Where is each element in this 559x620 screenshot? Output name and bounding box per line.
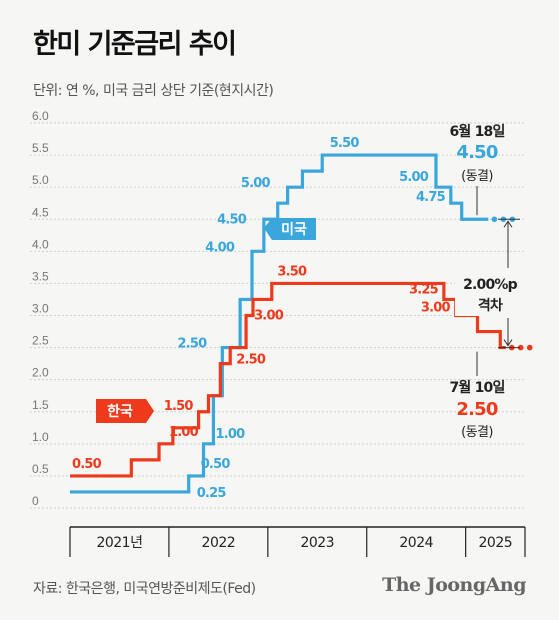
kr-value-label: 3.50 — [277, 264, 307, 279]
series-line-us — [70, 153, 489, 494]
gap-value: 2.00%p — [463, 277, 518, 293]
kr-series-tag: 한국 — [96, 399, 154, 423]
us-value-label: 4.75 — [416, 190, 446, 205]
us-value-callout: 4.50 — [456, 142, 497, 163]
us-value-label: 4.00 — [205, 240, 235, 255]
series-tail-dot — [491, 216, 498, 223]
y-tick-label: 4.0 — [32, 237, 49, 251]
kr-value-callout: 2.50 — [456, 399, 497, 420]
y-tick-label: 0 — [32, 494, 39, 508]
y-tick-label: 6.0 — [32, 109, 49, 123]
y-tick-label: 5.5 — [32, 141, 49, 155]
us-status-label: (동결) — [461, 169, 493, 184]
chart-subtitle: 단위: 연 %, 미국 금리 상단 기준(현지시간) — [33, 83, 274, 99]
kr-value-label: 3.00 — [421, 301, 451, 316]
y-axis-ticks: 0 0.5 1.0 1.5 2.0 2.5 3.0 3.5 4.0 4.5 5.0 5.5 6.0 — [32, 109, 49, 508]
y-tick-label: 0.5 — [32, 462, 49, 476]
brand-logo: The JoongAng — [382, 574, 526, 596]
kr-tag-shape — [96, 399, 154, 423]
y-tick-label: 1.0 — [32, 430, 49, 444]
us-value-label: 2.50 — [178, 337, 208, 352]
kr-date-label: 7월 10일 — [449, 379, 504, 396]
y-tick-label: 4.5 — [32, 205, 49, 219]
us-value-label: 5.00 — [399, 170, 429, 185]
kr-value-label: 2.50 — [236, 353, 266, 368]
kr-value-label: 1.50 — [164, 399, 194, 414]
x-tick-label: 2024 — [399, 535, 433, 551]
kr-value-label: 3.00 — [254, 309, 284, 324]
us-date-label: 6월 18일 — [449, 123, 504, 140]
us-tag-label: 미국 — [281, 222, 307, 238]
us-series-tag: 미국 — [264, 218, 316, 240]
series-tail-dot — [526, 344, 533, 351]
page-title: 한미 기준금리 추이 — [33, 29, 237, 60]
kr-tag-label: 한국 — [107, 404, 133, 420]
data-labels: 0.25 0.50 1.00 2.50 4.00 4.50 5.00 5.50 5.00 4.75… — [72, 136, 451, 501]
source-note: 자료: 한국은행, 미국연방준비제도(Fed) — [33, 581, 256, 597]
us-value-label: 1.00 — [216, 427, 246, 442]
series-tail-dot — [517, 344, 524, 351]
us-value-label: 5.50 — [330, 136, 360, 151]
y-tick-label: 1.5 — [32, 398, 49, 412]
kr-status-label: (동결) — [461, 425, 493, 440]
us-tag-shape — [264, 218, 316, 240]
gap-arrow-down — [503, 339, 513, 347]
gap-label: 격차 — [478, 297, 503, 314]
kr-value-label: 3.25 — [409, 282, 439, 297]
y-tick-label: 3.0 — [32, 302, 49, 316]
x-axis: 2021년 2022 2023 2024 2025 — [69, 526, 526, 557]
us-value-label: 0.25 — [197, 486, 227, 501]
us-value-label: 4.50 — [217, 212, 247, 227]
kr-value-label: 1.00 — [169, 425, 199, 440]
x-tick-label: 2022 — [202, 535, 236, 551]
x-tick-label: 2021년 — [96, 535, 142, 551]
gap-label-bg — [455, 270, 525, 316]
y-tick-label: 3.5 — [32, 269, 49, 283]
us-value-label: 5.00 — [241, 176, 271, 191]
y-tick-label: 2.5 — [32, 334, 49, 348]
series-lines — [70, 153, 533, 494]
grid-lines — [30, 122, 525, 509]
us-value-label: 0.50 — [201, 457, 231, 472]
kr-value-label: 0.50 — [72, 457, 102, 472]
y-tick-label: 2.0 — [32, 366, 49, 380]
x-tick-label: 2023 — [300, 535, 334, 551]
gap-arrow-up — [503, 220, 513, 228]
x-tick-label: 2025 — [479, 535, 513, 551]
y-tick-label: 5.0 — [32, 173, 49, 187]
